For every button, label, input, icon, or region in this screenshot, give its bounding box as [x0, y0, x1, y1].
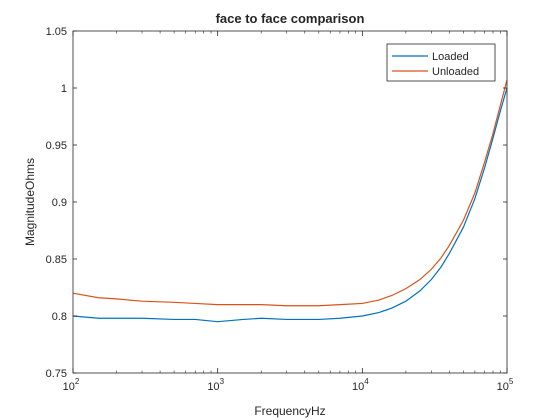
plot-area [73, 31, 507, 373]
x-axis-label: FrequencyHz [254, 404, 325, 418]
series-line-loaded [72, 87, 508, 323]
legend-box [386, 43, 496, 82]
y-tick-label: 1 [61, 83, 67, 95]
x-tick-exponent: 4 [364, 377, 369, 386]
chart-title: face to face comparison [216, 11, 365, 26]
legend: Loaded Unloaded [386, 43, 496, 82]
y-tick-label: 0.8 [52, 311, 67, 323]
y-tick-label: 0.95 [46, 140, 67, 152]
y-tick-label: 0.85 [46, 254, 67, 266]
legend-label-unloaded: Unloaded [432, 66, 479, 78]
y-axis-label: MagnitudeOhms [23, 158, 37, 246]
y-tick-label: 0.9 [52, 197, 67, 209]
legend-label-loaded: Loaded [432, 51, 469, 63]
y-tick-label: 1.05 [46, 26, 67, 38]
series-line-unloaded [72, 79, 508, 307]
series-layer [72, 79, 508, 323]
x-tick-exponent: 5 [509, 377, 514, 386]
x-tick-exponent: 3 [220, 377, 225, 386]
y-tick-label: 0.75 [46, 368, 67, 380]
x-tick-exponent: 2 [75, 377, 80, 386]
